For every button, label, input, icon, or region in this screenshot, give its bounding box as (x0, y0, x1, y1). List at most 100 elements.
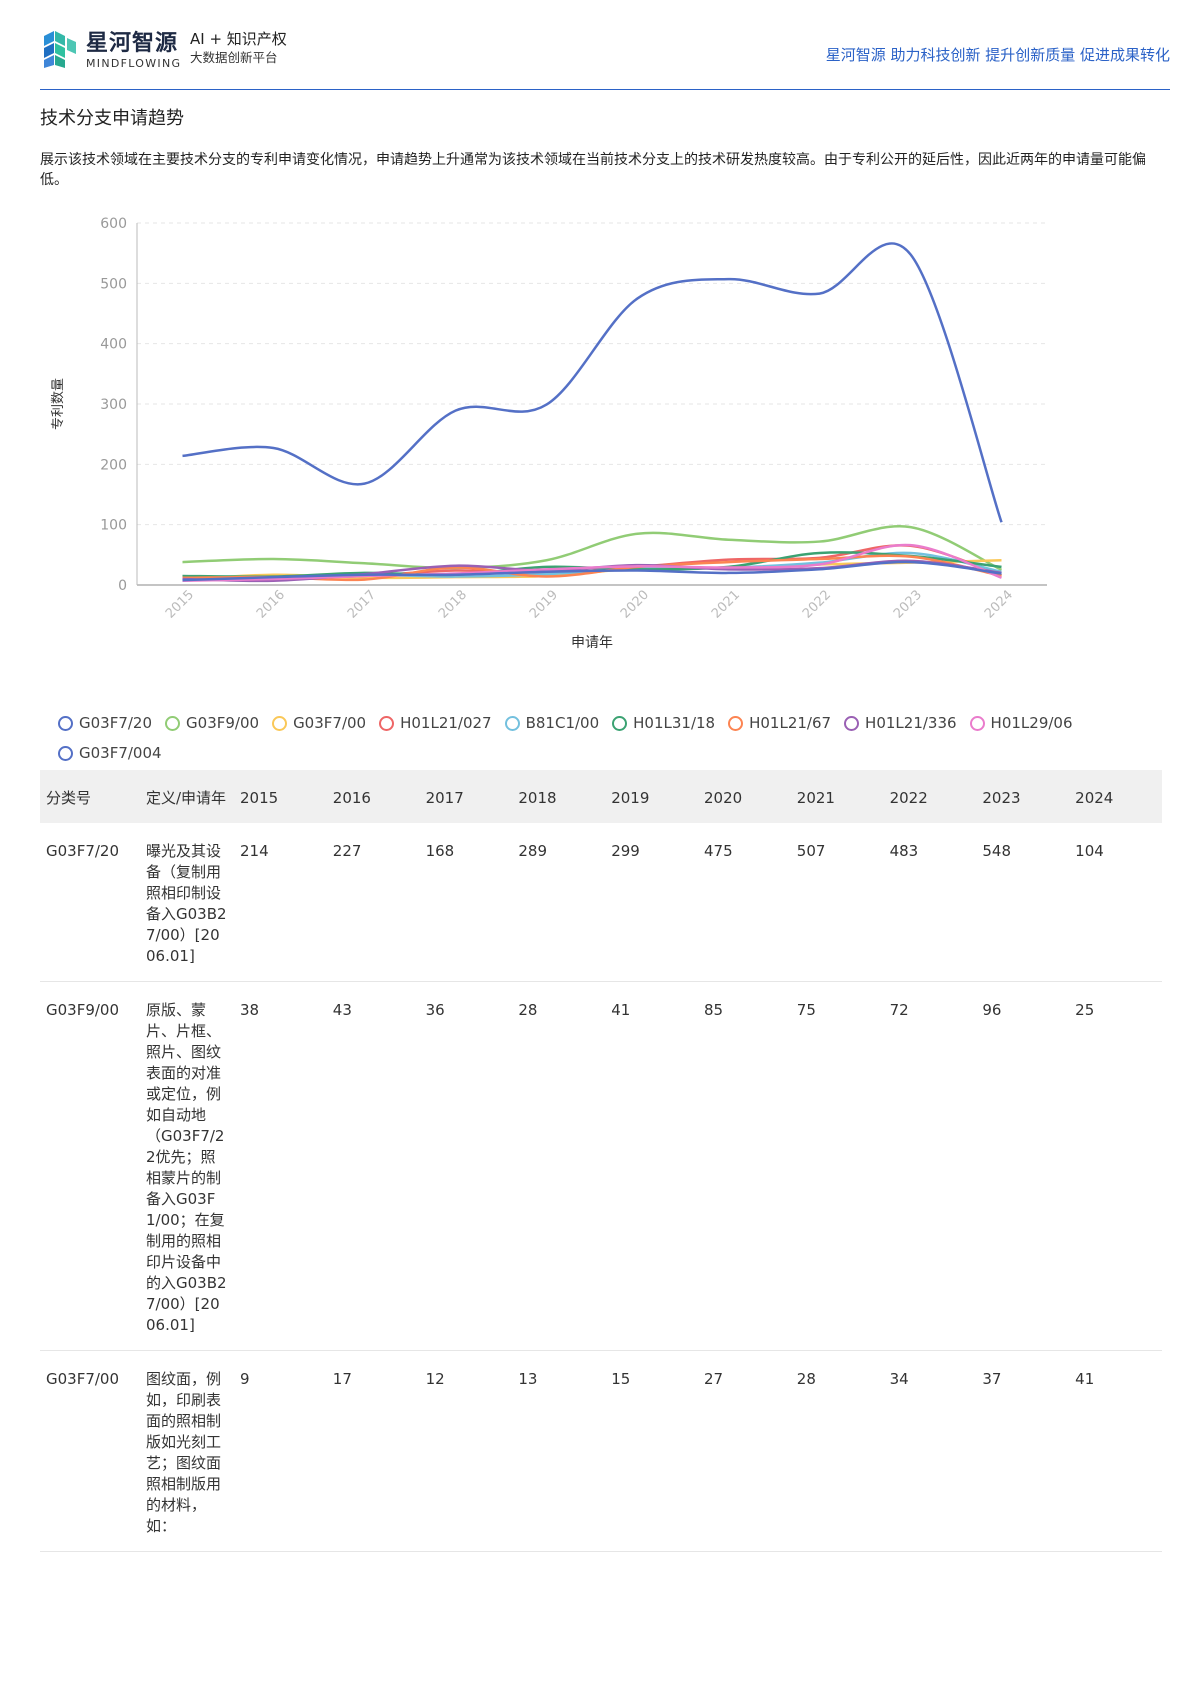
table-header-cell: 2023 (976, 770, 1070, 823)
year-count-cell: 17 (326, 1350, 420, 1552)
legend-circle-icon (58, 745, 73, 761)
table-header-cell: 2015 (234, 770, 327, 823)
x-axis-title: 申请年 (571, 635, 613, 651)
definition-cell: 原版、蒙片、片框、照片、图纹表面的对准或定位，例如自动地（G03F7/22优先；… (140, 981, 234, 1351)
legend-circle-icon (728, 715, 744, 731)
brand-name: 星河智源 (86, 31, 179, 56)
year-count-cell: 72 (883, 981, 977, 1351)
legend-label: H01L21/67 (749, 714, 832, 732)
year-count-cell: 43 (326, 981, 420, 1351)
legend-circle-icon (612, 715, 628, 731)
legend-circle-icon (504, 715, 520, 731)
series-line-h01l29-06 (182, 543, 1002, 583)
legend-label: H01L29/06 (990, 714, 1073, 732)
x-tick-label: 2021 (709, 588, 743, 622)
legend-item[interactable]: H01L21/027 (379, 708, 492, 738)
year-count-cell: 227 (326, 823, 420, 982)
header-slogan: 星河智源 助力科技创新 提升创新质量 促进成果转化 (825, 46, 1170, 64)
table-header-cell: 2019 (605, 770, 698, 823)
trend-line-chart: 0 100 200 300 400 500 600 2015 2016 2017 2018 2019 2… (51, 216, 1047, 651)
y-tick-label: 300 (100, 397, 127, 413)
year-count-cell: 75 (790, 981, 884, 1351)
legend-label: H01L31/18 (633, 714, 716, 732)
x-tick-label: 2017 (345, 588, 379, 622)
year-count-cell: 13 (512, 1350, 606, 1552)
legend-label: G03F9/00 (186, 714, 260, 732)
legend-item[interactable]: H01L21/336 (844, 708, 957, 738)
legend-circle-icon (58, 715, 73, 731)
classification-code-cell: G03F9/00 (40, 981, 140, 1351)
year-count-cell: 104 (1069, 823, 1162, 982)
legend-label: B81C1/00 (525, 714, 600, 732)
year-count-cell: 28 (790, 1350, 884, 1552)
year-count-cell: 507 (790, 823, 884, 982)
series-line-g03f7-20 (182, 242, 1003, 523)
year-count-cell: 15 (605, 1350, 698, 1552)
definition-cell: 曝光及其设备（复制用照相印制设备入G03B27/00）[2006.01] (140, 823, 234, 982)
classification-code-cell: G03F7/00 (40, 1350, 140, 1552)
table-row: G03F7/00 图纹面，例如，印刷表面的照相制版如光刻工艺；图纹面照相制版用的材… (40, 1350, 1162, 1552)
year-count-cell: 36 (419, 981, 513, 1351)
section-title: 技术分支申请趋势 (40, 108, 184, 129)
year-count-cell: 475 (697, 823, 791, 982)
legend-label: H01L21/027 (400, 714, 492, 732)
series-line-g03f9-00 (182, 525, 1003, 572)
year-count-cell: 168 (419, 823, 513, 982)
legend-item[interactable]: H01L29/06 (969, 708, 1073, 738)
section-description: 展示该技术领域在主要技术分支的专利申请变化情况，申请趋势上升通常为该技术领域在当… (40, 152, 1146, 188)
x-tick-label: 2023 (891, 588, 925, 622)
year-count-cell: 214 (234, 823, 327, 982)
legend-label: G03F7/004 (79, 744, 162, 762)
x-tick-label: 2019 (527, 588, 561, 622)
series-line-g03f7-004 (182, 560, 1002, 582)
year-count-cell: 27 (697, 1350, 791, 1552)
brand-name-en: MINDFLOWING (86, 57, 182, 70)
legend-item[interactable]: H01L31/18 (612, 708, 715, 738)
year-count-cell: 483 (883, 823, 977, 982)
table-header-cell: 2016 (326, 770, 420, 823)
definition-cell: 图纹面，例如，印刷表面的照相制版如光刻工艺；图纹面照相制版用的材料，如： (140, 1350, 234, 1552)
year-count-cell: 289 (512, 823, 606, 982)
legend-item[interactable]: G03F7/004 (58, 738, 162, 768)
branch-data-table: 分类号 定义/申请年 2015 2016 2017 2018 2019 2020 2021 202… (40, 770, 1162, 1552)
table-header-cell: 2024 (1069, 770, 1162, 823)
legend-circle-icon (165, 715, 181, 731)
x-tick-label: 2015 (163, 588, 197, 622)
legend-item[interactable]: G03F7/00 (272, 708, 366, 738)
year-count-cell: 9 (234, 1350, 327, 1552)
table-header-cell: 2021 (790, 770, 884, 823)
year-count-cell: 85 (697, 981, 791, 1351)
year-count-cell: 41 (1069, 1350, 1162, 1552)
year-count-cell: 548 (976, 823, 1070, 982)
y-tick-label: 200 (100, 457, 127, 473)
table-header-cell: 2022 (883, 770, 977, 823)
legend-item[interactable]: G03F7/20 (58, 708, 152, 738)
table-row: G03F7/20 曝光及其设备（复制用照相印制设备入G03B27/00）[2006… (40, 823, 1162, 982)
table-header-cell: 2017 (419, 770, 513, 823)
legend-circle-icon (272, 715, 288, 731)
y-tick-label: 600 (100, 216, 127, 232)
legend-circle-icon (379, 715, 395, 731)
brand-tagline: AI + 知识产权 (190, 30, 287, 48)
legend-item[interactable]: H01L21/67 (728, 708, 831, 738)
y-tick-label: 100 (100, 518, 127, 534)
mindflowing-logo-icon (44, 31, 76, 68)
x-tick-label: 2018 (436, 588, 470, 622)
x-tick-label: 2024 (982, 588, 1016, 622)
year-count-cell: 25 (1069, 981, 1162, 1351)
table-header-cell: 定义/申请年 (140, 770, 234, 823)
x-tick-label: 2022 (800, 588, 834, 622)
table-header-cell: 分类号 (40, 770, 140, 823)
classification-code-cell: G03F7/20 (40, 823, 140, 982)
year-count-cell: 37 (976, 1350, 1070, 1552)
legend-label: G03F7/00 (293, 714, 367, 732)
year-count-cell: 12 (419, 1350, 513, 1552)
legend-item[interactable]: G03F9/00 (165, 708, 259, 738)
legend-label: G03F7/20 (79, 714, 153, 732)
y-axis-title: 专利数量 (51, 378, 66, 430)
x-tick-label: 2020 (618, 588, 652, 622)
legend-item[interactable]: B81C1/00 (504, 708, 600, 738)
table-header-cell: 2020 (697, 770, 791, 823)
table-header-cell: 2018 (512, 770, 606, 823)
y-tick-label: 0 (118, 578, 127, 594)
